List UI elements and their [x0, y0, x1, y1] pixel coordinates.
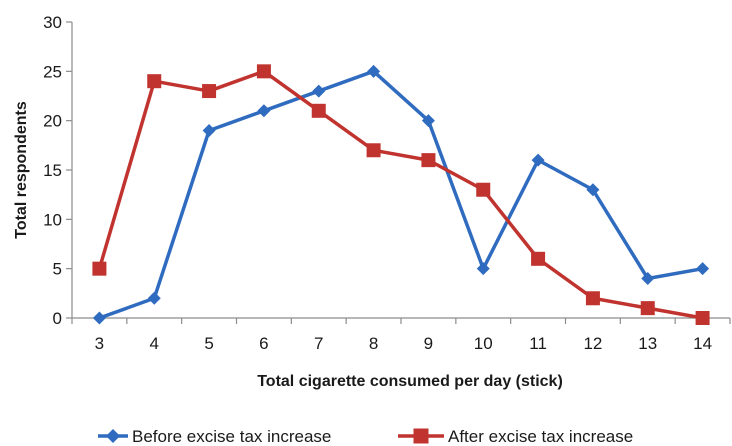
legend-label: Before excise tax increase — [132, 427, 331, 446]
x-tick-label: 12 — [583, 334, 602, 353]
x-tick-label: 14 — [693, 334, 712, 353]
x-tick-labels: 3 4 5 6 7 8 9 10 11 12 13 14 — [95, 334, 712, 353]
y-tick-label: 30 — [43, 13, 62, 32]
x-tick-label: 13 — [638, 334, 657, 353]
data-point — [147, 74, 162, 89]
data-point — [312, 84, 326, 98]
y-tick-label: 0 — [53, 309, 62, 328]
data-point — [92, 261, 107, 276]
y-tick-label: 5 — [53, 260, 62, 279]
data-point — [202, 124, 216, 138]
series-layer — [92, 64, 710, 325]
data-point — [366, 143, 381, 158]
data-point — [367, 64, 381, 78]
x-tick-label: 11 — [529, 334, 547, 353]
x-tick-label: 7 — [314, 334, 323, 353]
series-after — [92, 64, 710, 325]
series-before — [92, 64, 710, 325]
axes — [66, 21, 731, 324]
x-tick-label: 10 — [474, 334, 493, 353]
data-point — [476, 182, 491, 197]
data-point — [586, 183, 600, 197]
data-point — [147, 291, 161, 305]
data-point — [585, 291, 600, 306]
x-tick-label: 9 — [424, 334, 433, 353]
data-point — [92, 311, 106, 325]
data-point — [421, 114, 435, 128]
legend-marker — [106, 429, 120, 443]
x-tick-label: 6 — [259, 334, 268, 353]
legend-marker — [413, 428, 429, 444]
data-point — [640, 301, 655, 316]
legend: Before excise tax increase After excise t… — [98, 427, 633, 446]
y-axis-title: Total respondents — [13, 101, 30, 239]
data-point — [476, 262, 490, 276]
legend-item-after: After excise tax increase — [398, 427, 633, 446]
y-tick-labels: 0 5 10 15 20 25 30 — [43, 13, 62, 328]
data-point — [311, 103, 326, 118]
y-tick-label: 20 — [43, 112, 62, 131]
data-point — [531, 251, 546, 266]
data-point — [696, 262, 710, 276]
series-line — [97, 69, 703, 320]
x-tick-label: 8 — [369, 334, 378, 353]
x-tick-label: 3 — [95, 334, 104, 353]
data-point — [257, 104, 271, 118]
data-point — [421, 153, 436, 168]
data-point — [531, 153, 545, 167]
legend-item-before: Before excise tax increase — [98, 427, 331, 446]
data-point — [641, 272, 655, 286]
y-tick-label: 10 — [43, 210, 62, 229]
x-axis-title: Total cigarette consumed per day (stick) — [257, 373, 563, 390]
x-tick-label: 5 — [204, 334, 213, 353]
data-point — [695, 311, 710, 325]
data-point — [202, 84, 217, 99]
y-tick-label: 25 — [43, 62, 62, 81]
x-tick-label: 4 — [150, 334, 159, 353]
legend-label: After excise tax increase — [448, 427, 633, 446]
data-point — [256, 64, 271, 79]
series-line — [98, 69, 703, 320]
y-tick-label: 15 — [43, 161, 62, 180]
